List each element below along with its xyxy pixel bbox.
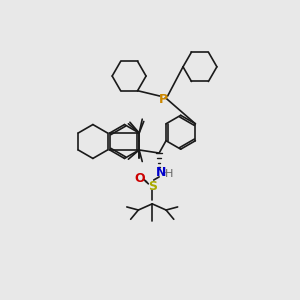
Text: P: P	[159, 93, 168, 106]
Text: S: S	[148, 180, 157, 193]
Text: H: H	[165, 169, 173, 179]
Text: O: O	[135, 172, 145, 185]
Text: N: N	[155, 166, 166, 179]
